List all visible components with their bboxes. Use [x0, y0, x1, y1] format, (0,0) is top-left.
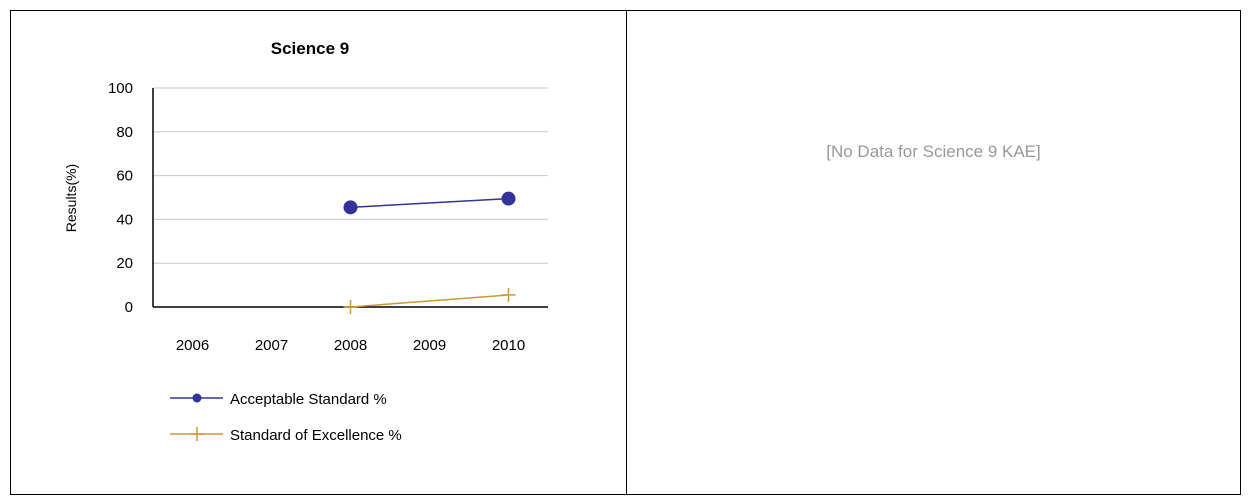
y-tick-label: 20 — [116, 255, 133, 272]
line-chart: Science 9 Results(%) 0 20 40 60 80 100 2006 200… — [63, 39, 548, 444]
series-line-1 — [350, 294, 509, 308]
legend-marker — [190, 427, 204, 441]
y-tick-label: 0 — [125, 299, 133, 316]
no-data-message: [No Data for Science 9 KAE] — [826, 142, 1041, 161]
data-point-1 — [343, 300, 358, 314]
data-point-0 — [501, 191, 516, 206]
legend: Acceptable Standard % Standard of Excelle… — [170, 391, 402, 444]
x-tick-label: 2007 — [255, 337, 288, 354]
series — [343, 191, 516, 314]
y-tick-label: 60 — [116, 168, 133, 185]
y-axis-label: Results(%) — [63, 164, 79, 232]
axes: 0 20 40 60 80 100 2006 2007 2008 2009 2010 — [108, 80, 548, 354]
y-tick-label: 40 — [116, 211, 133, 228]
data-point-0 — [343, 200, 358, 215]
y-tick-label: 100 — [108, 80, 133, 97]
x-tick-label: 2006 — [176, 337, 209, 354]
legend-label: Standard of Excellence % — [230, 427, 402, 444]
x-tick-label: 2009 — [413, 337, 446, 354]
series-line-0 — [350, 197, 509, 209]
panel-divider — [626, 10, 627, 495]
gridlines — [153, 87, 548, 264]
x-tick-label: 2008 — [334, 337, 367, 354]
chart-title: Science 9 — [271, 39, 349, 58]
legend-label: Acceptable Standard % — [230, 391, 387, 408]
report-frame — [10, 10, 1241, 495]
x-tick-label: 2010 — [492, 337, 525, 354]
data-point-1 — [501, 287, 516, 302]
y-tick-label: 80 — [116, 124, 133, 141]
legend-marker — [192, 393, 202, 403]
